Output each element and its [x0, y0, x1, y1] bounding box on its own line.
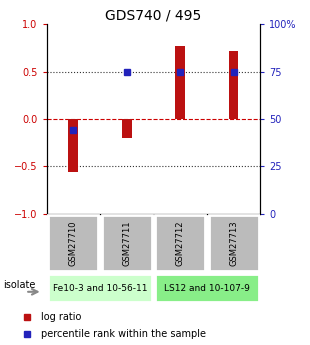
Bar	[175, 46, 185, 119]
Bar	[209, 215, 259, 272]
Bar	[155, 215, 205, 272]
Text: GSM27710: GSM27710	[69, 220, 78, 266]
Bar	[229, 51, 238, 119]
Bar	[155, 274, 259, 302]
Bar	[69, 119, 78, 172]
Bar	[48, 274, 152, 302]
Text: GSM27713: GSM27713	[229, 220, 238, 266]
Text: isolate: isolate	[3, 280, 35, 290]
Bar	[102, 215, 152, 272]
Text: LS12 and 10-107-9: LS12 and 10-107-9	[164, 284, 250, 293]
Text: log ratio: log ratio	[41, 312, 82, 322]
Text: Fe10-3 and 10-56-11: Fe10-3 and 10-56-11	[53, 284, 147, 293]
Text: GSM27711: GSM27711	[122, 220, 131, 266]
Bar	[122, 119, 131, 138]
Text: percentile rank within the sample: percentile rank within the sample	[41, 329, 206, 339]
Text: GSM27712: GSM27712	[176, 220, 185, 266]
Title: GDS740 / 495: GDS740 / 495	[105, 9, 202, 23]
Bar	[48, 215, 98, 272]
